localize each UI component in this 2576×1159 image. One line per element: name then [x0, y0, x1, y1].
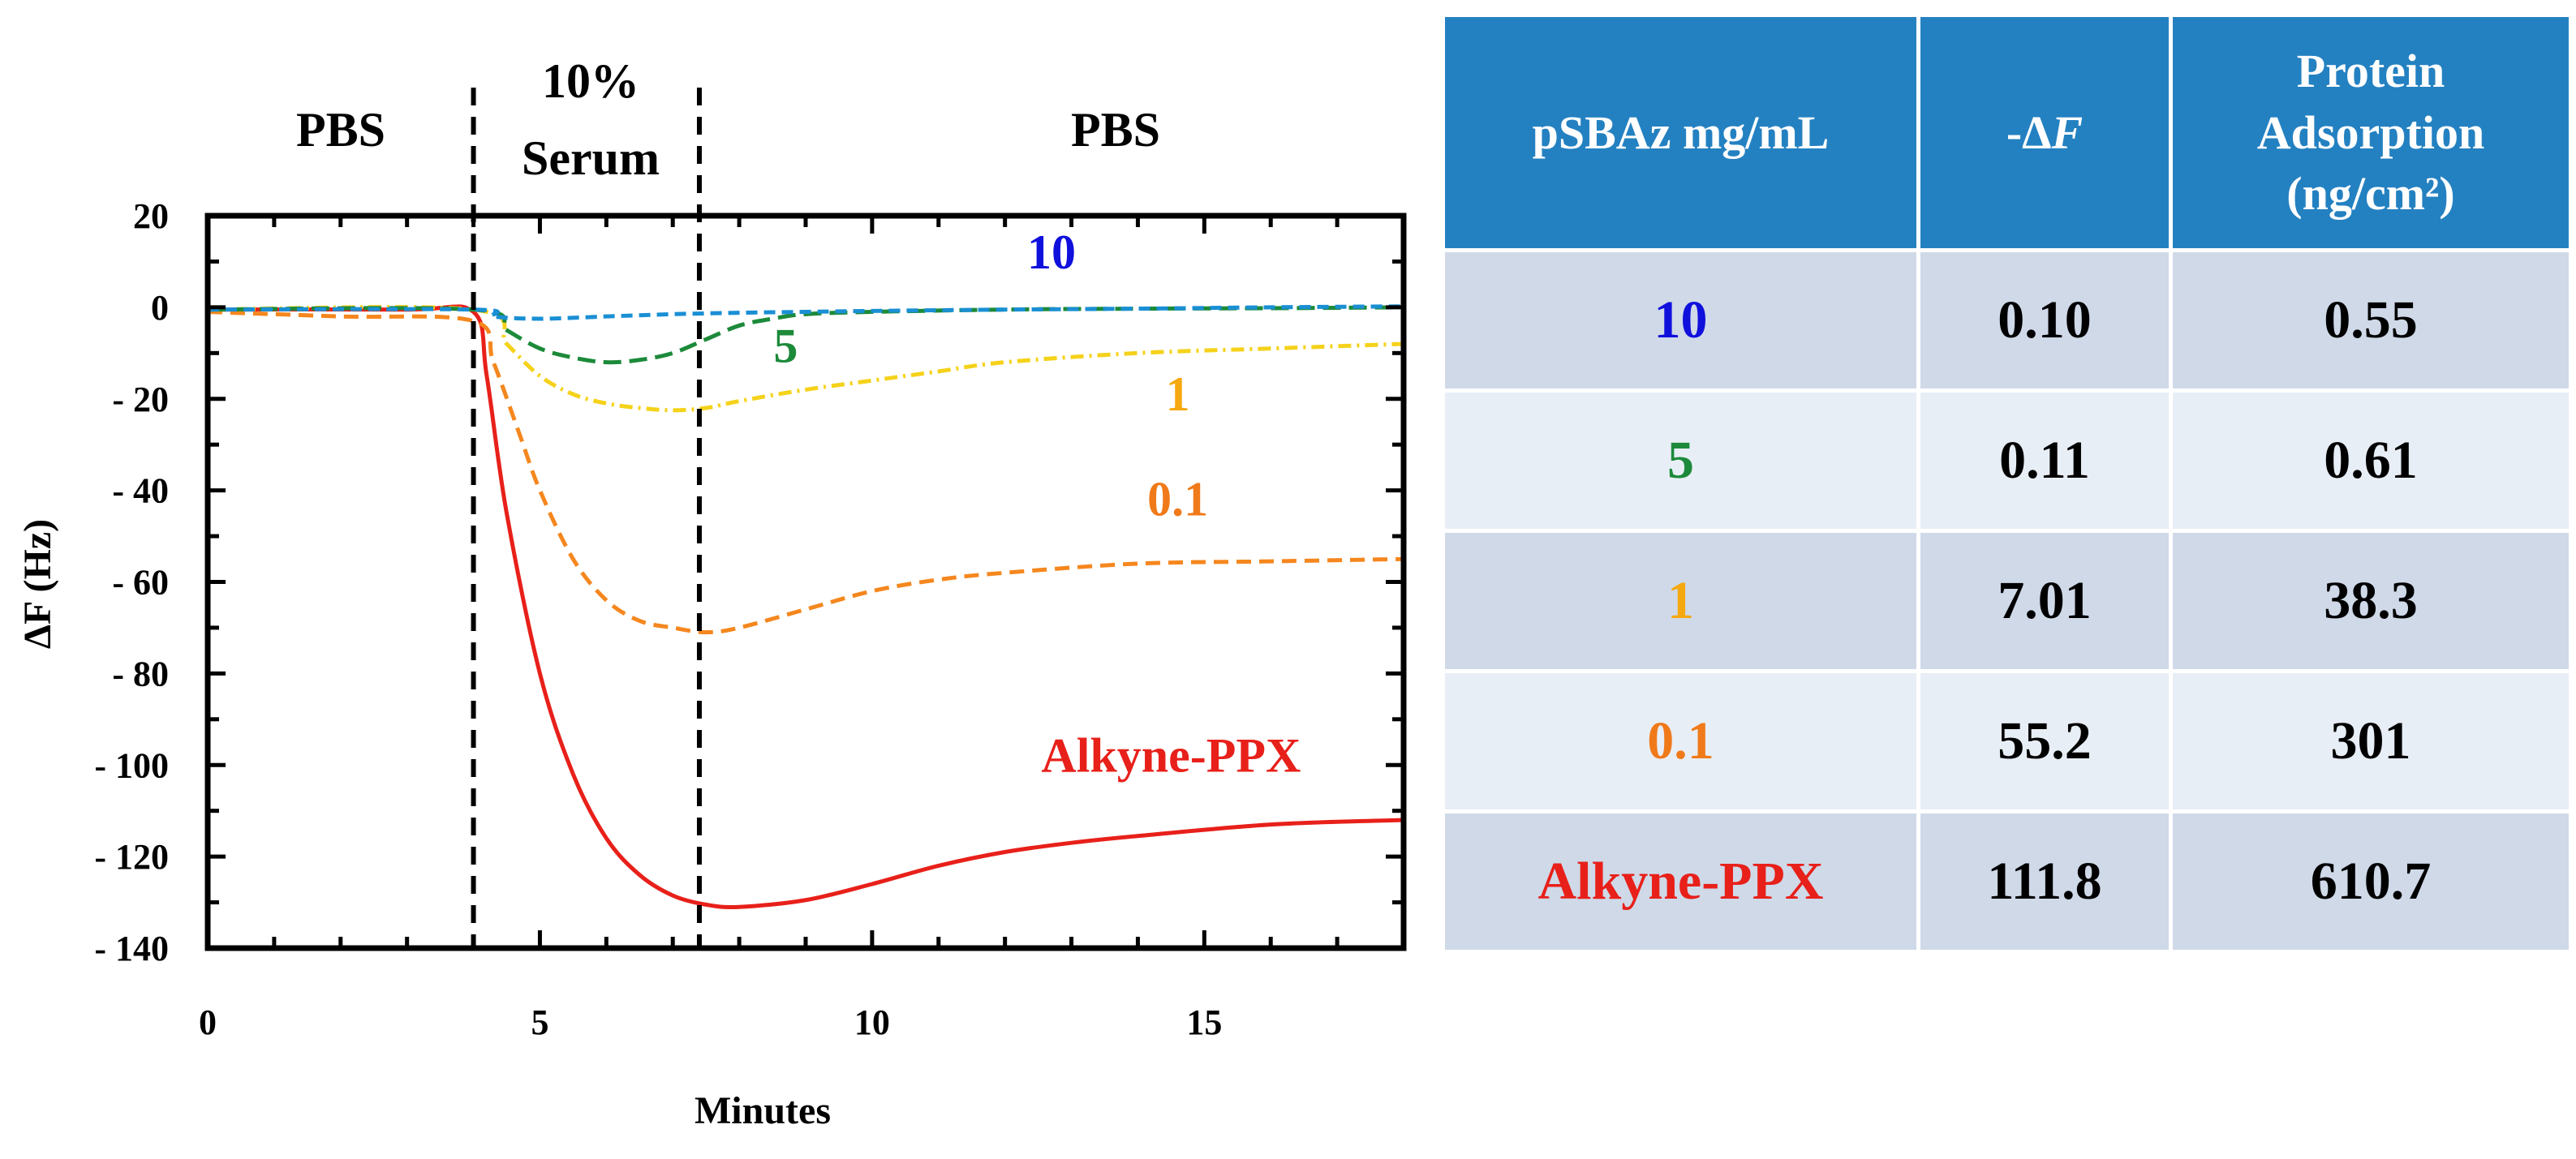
row-label-10: 10	[1441, 248, 1920, 393]
table-row: 5 0.11 0.61	[1441, 388, 2573, 533]
y-tick-label: - 140	[94, 929, 169, 968]
row-delta-f: 0.10	[1916, 248, 2173, 393]
y-tick-label: - 20	[112, 380, 169, 419]
table-header-row: pSBAz mg/mL -ΔF Protein Adsorption (ng/c…	[1441, 13, 2573, 252]
y-tick-label: - 80	[112, 654, 169, 693]
y-tick-label: - 40	[112, 471, 169, 511]
x-axis-title: Minutes	[695, 1089, 831, 1132]
phase-label-serum-line1: 10%	[542, 54, 639, 108]
series-line-0-1	[207, 310, 1404, 635]
header-protein-line2: Adsorption	[2256, 105, 2485, 159]
series-label-10: 10	[1027, 225, 1076, 279]
header-concentration: pSBAz mg/mL	[1441, 13, 1920, 252]
header-protein-line3: (ng/cm²)	[2286, 167, 2455, 221]
row-delta-f: 111.8	[1916, 809, 2173, 954]
header-protein-adsorption: Protein Adsorption (ng/cm²)	[2169, 13, 2573, 252]
series-label-0-1: 0.1	[1147, 473, 1208, 526]
row-label-0-1: 0.1	[1441, 669, 1920, 813]
table-row: 0.1 55.2 301	[1441, 669, 2573, 813]
row-delta-f: 55.2	[1916, 669, 2173, 813]
phase-label-serum-line2: Serum	[522, 131, 660, 185]
header-delta-f: -ΔF	[1916, 13, 2173, 252]
series-label-alkyne-ppx: Alkyne-PPX	[1041, 729, 1301, 783]
row-adsorption: 0.61	[2169, 388, 2573, 533]
series-line-5	[207, 305, 1404, 365]
y-tick-label: - 60	[112, 563, 169, 603]
x-tick-label: 5	[531, 1002, 548, 1042]
header-delta-f-italic: F	[2051, 105, 2084, 159]
y-tick-label: - 120	[94, 837, 169, 877]
row-adsorption: 38.3	[2169, 529, 2573, 673]
row-adsorption: 610.7	[2169, 809, 2573, 954]
series-line-1	[207, 305, 1404, 413]
row-label-5: 5	[1441, 388, 1920, 533]
table-row: Alkyne-PPX 111.8 610.7	[1441, 809, 2573, 954]
x-tick-label: 10	[854, 1002, 890, 1042]
row-delta-f: 0.11	[1916, 388, 2173, 533]
header-protein-line1: Protein	[2296, 45, 2445, 98]
y-tick-label: 0	[151, 288, 169, 328]
series-label-1: 1	[1166, 367, 1190, 421]
row-delta-f: 7.01	[1916, 529, 2173, 673]
table-row: 1 7.01 38.3	[1441, 529, 2573, 673]
y-tick-label: 20	[133, 196, 169, 236]
y-tick-label: - 100	[94, 745, 169, 785]
series-line-alkyne-ppx	[207, 304, 1404, 909]
phase-label-pbs-1: PBS	[296, 103, 385, 157]
row-adsorption: 301	[2169, 669, 2573, 813]
x-tick-label: 15	[1186, 1002, 1222, 1042]
series-label-5: 5	[773, 320, 798, 373]
plot-frame	[204, 212, 1407, 951]
y-axis-title: ΔF (Hz)	[16, 519, 59, 649]
table-row: 10 0.10 0.55	[1441, 248, 2573, 393]
adsorption-table: pSBAz mg/mL -ΔF Protein Adsorption (ng/c…	[1441, 13, 2573, 954]
series-line-10	[207, 304, 1404, 321]
row-adsorption: 0.55	[2169, 248, 2573, 393]
x-tick-label: 0	[199, 1002, 217, 1042]
qcm-chart: PBS 10% Serum PBS 20 0 - 20 - 40 - 60 - 80 - 1…	[16, 54, 1407, 1132]
row-label-1: 1	[1441, 529, 1920, 673]
phase-label-pbs-2: PBS	[1071, 103, 1160, 157]
row-label-alkyne-ppx: Alkyne-PPX	[1441, 809, 1920, 954]
